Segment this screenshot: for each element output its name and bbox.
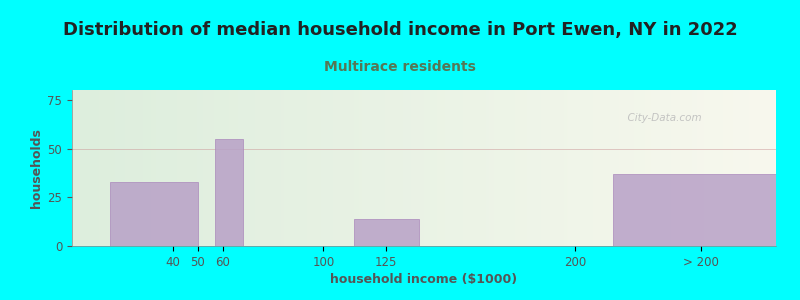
Text: City-Data.com: City-Data.com [621,113,702,123]
Bar [354,219,419,246]
Y-axis label: households: households [30,128,43,208]
Text: Multirace residents: Multirace residents [324,60,476,74]
Bar [215,139,243,246]
X-axis label: household income ($1000): household income ($1000) [330,273,518,286]
Text: Distribution of median household income in Port Ewen, NY in 2022: Distribution of median household income … [62,21,738,39]
Bar [110,182,198,246]
Bar [613,174,776,246]
